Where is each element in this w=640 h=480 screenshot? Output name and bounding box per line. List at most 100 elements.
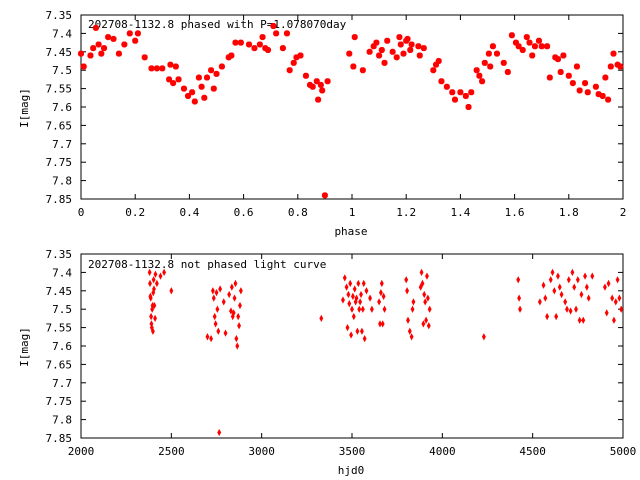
unphased-data-point — [216, 327, 221, 335]
unphased-plot-frame — [80, 253, 624, 439]
unphased-data-point — [341, 296, 345, 304]
phased-data-point — [607, 63, 614, 70]
phased-data-point — [262, 45, 269, 52]
phased-data-point — [438, 78, 445, 85]
phased-data-point — [317, 81, 324, 88]
unphased-data-point — [419, 268, 424, 277]
unphased-data-point — [362, 335, 367, 343]
unphased-data-point — [237, 322, 242, 330]
unphased-data-point — [346, 290, 351, 299]
unphased-y-tick-label: 7.8 — [52, 414, 72, 427]
phased-data-point — [270, 23, 277, 30]
phased-data-point — [228, 52, 235, 59]
phased-data-point — [573, 63, 580, 70]
phased-data-point — [381, 59, 388, 66]
unphased-data-point — [548, 276, 553, 284]
unphased-data-point — [557, 283, 562, 291]
phased-data-point — [366, 48, 373, 55]
phased-data-point — [397, 41, 404, 48]
phased-data-point — [232, 39, 239, 46]
unphased-data-point — [617, 294, 622, 302]
phased-data-point — [166, 76, 173, 83]
unphased-data-point — [583, 272, 587, 280]
unphased-data-point — [148, 294, 153, 302]
unphased-data-point — [559, 290, 564, 299]
unphased-data-point — [570, 268, 575, 277]
unphased-data-point — [554, 312, 559, 321]
unphased-data-point — [212, 312, 217, 321]
unphased-data-point — [235, 342, 240, 350]
unphased-data-point — [359, 327, 364, 335]
phased-data-point — [582, 80, 589, 87]
unphased-data-point — [575, 276, 580, 284]
unphased-data-point — [364, 287, 369, 295]
phased-data-point — [546, 74, 553, 81]
unphased-data-point — [380, 320, 385, 328]
phased-data-point — [605, 96, 612, 103]
phased-data-point — [297, 52, 304, 59]
unphased-data-point — [410, 305, 415, 313]
unphased-data-point — [418, 283, 423, 291]
unphased-data-point — [354, 294, 359, 302]
unphased-data-point — [209, 335, 214, 343]
phased-data-point — [225, 54, 232, 61]
unphased-data-point — [150, 327, 155, 335]
phased-data-point — [213, 70, 220, 77]
phased-data-point — [451, 96, 458, 103]
phased-data-point — [346, 50, 353, 57]
phased-x-tick-label: 1.6 — [505, 206, 525, 219]
phased-data-point — [420, 45, 427, 52]
unphased-data-point — [550, 268, 555, 277]
unphased-data-point — [409, 333, 414, 341]
phased-data-point — [309, 83, 316, 90]
phased-y-tick-label: 7.35 — [46, 9, 73, 22]
unphased-data-point — [359, 290, 363, 299]
unphased-data-point — [360, 305, 365, 313]
unphased-data-point — [604, 309, 609, 317]
phased-data-point — [592, 83, 599, 90]
phased-data-point — [256, 41, 263, 48]
unphased-x-tick-label: 3000 — [248, 445, 275, 458]
unphased-data-point — [424, 316, 429, 324]
phased-data-point — [370, 43, 377, 50]
phased-data-point — [433, 61, 440, 68]
phased-data-point — [350, 63, 357, 70]
phased-data-point — [526, 39, 533, 46]
unphased-data-point — [516, 276, 521, 284]
unphased-data-point — [233, 279, 238, 288]
phased-data-point — [400, 50, 407, 57]
phased-x-tick-label: 0.4 — [179, 206, 199, 219]
phased-data-point — [208, 67, 215, 74]
phased-data-point — [95, 41, 102, 48]
phased-data-point — [313, 78, 320, 85]
unphased-x-tick-label: 2000 — [68, 445, 95, 458]
phased-data-point — [408, 41, 415, 48]
unphased-data-point — [615, 276, 620, 284]
phased-data-point — [443, 83, 450, 90]
unphased-y-tick-label: 7.5 — [52, 303, 72, 316]
unphased-data-point — [357, 305, 362, 313]
unphased-data-point — [348, 279, 353, 288]
phased-data-point — [153, 65, 160, 72]
unphased-data-point — [231, 309, 236, 317]
unphased-data-point — [426, 322, 431, 330]
phased-data-point — [515, 43, 522, 50]
unphased-data-point — [358, 298, 363, 306]
phased-data-point — [195, 74, 202, 81]
phased-data-point — [101, 45, 108, 52]
unphased-data-point — [215, 305, 220, 313]
unphased-data-point — [162, 268, 167, 277]
phased-data-point — [170, 80, 177, 87]
unphased-data-point — [217, 428, 222, 437]
unphased-data-point — [537, 298, 542, 306]
phased-x-axis-label: phase — [334, 225, 367, 238]
unphased-data-point — [153, 270, 158, 278]
phased-data-point — [565, 72, 572, 79]
unphased-x-tick-label: 4500 — [519, 445, 546, 458]
phased-data-point — [468, 89, 475, 96]
unphased-data-point — [405, 287, 410, 295]
unphased-data-point — [381, 292, 386, 300]
unphased-data-point — [406, 316, 410, 324]
unphased-data-point — [152, 301, 157, 310]
